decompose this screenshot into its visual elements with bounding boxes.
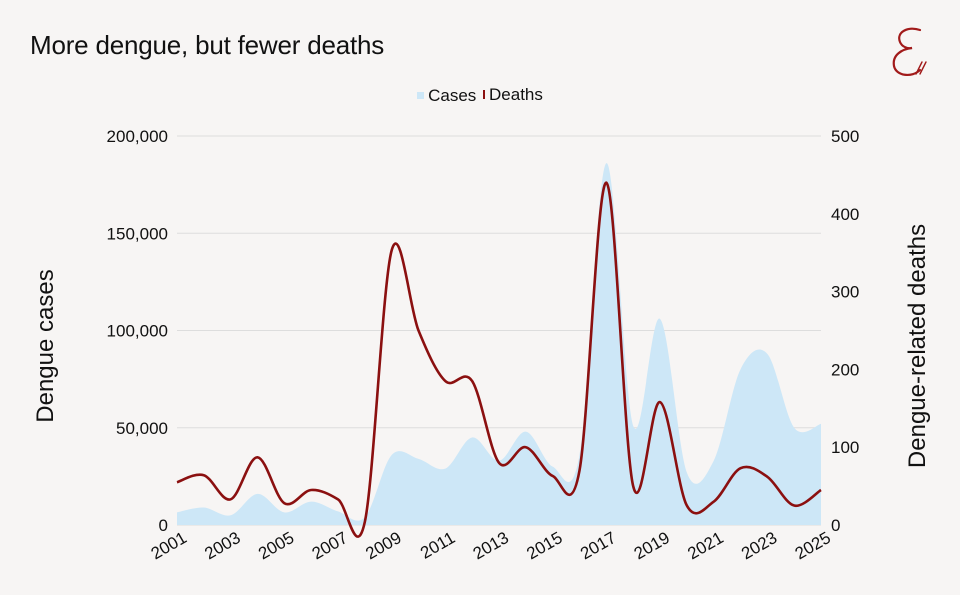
- right-axis-tick-label: 300: [831, 283, 859, 302]
- right-axis-tick-label: 0: [831, 516, 840, 535]
- legend-label-deaths: Deaths: [489, 84, 543, 104]
- left-axis-tick-label: 50,000: [116, 419, 168, 438]
- left-axis-ticks: 0 50,000 100,000 150,000 200,000: [107, 127, 168, 535]
- legend-item-deaths: Deaths: [483, 85, 543, 105]
- x-axis-tick-label: 2005: [255, 528, 297, 563]
- left-axis-title: Dengue cases: [32, 269, 59, 422]
- legend-swatch-cases: [417, 92, 425, 99]
- x-axis-tick-label: 2003: [201, 528, 243, 563]
- x-axis-tick-label: 2011: [417, 528, 458, 563]
- cases-area: [177, 163, 821, 525]
- right-axis-tick-label: 200: [831, 360, 859, 379]
- x-axis-tick-label: 2023: [738, 528, 780, 563]
- left-axis-tick-label: 100,000: [107, 322, 168, 341]
- legend-label-cases: Cases: [428, 85, 477, 105]
- right-axis-tick-label: 400: [831, 205, 859, 224]
- x-axis-tick-label: 2021: [684, 528, 726, 563]
- right-axis-title: Dengue-related deaths: [904, 224, 931, 468]
- left-axis-tick-label: 150,000: [107, 224, 168, 243]
- deaths-line: [176, 181, 822, 538]
- x-axis-tick-label: 2001: [148, 528, 190, 563]
- legend-item-cases: Cases: [417, 86, 476, 106]
- x-axis-ticks: 2001 2003 2005 2007 2009 2011 2013 2015 2017 2019…: [148, 528, 834, 563]
- x-axis-tick-label: 2017: [577, 528, 619, 563]
- chart-title: More dengue, but fewer deaths: [30, 30, 385, 60]
- x-axis-tick-label: 2013: [470, 528, 512, 563]
- x-axis-tick-label: 2019: [631, 528, 673, 563]
- legend-swatch-deaths: [483, 90, 486, 99]
- x-axis-tick-label: 2015: [523, 528, 565, 563]
- right-axis-ticks: 0 100 200 300 400 500: [831, 127, 859, 535]
- logo-icon: [892, 27, 927, 76]
- right-axis-tick-label: 500: [831, 127, 859, 146]
- right-axis-tick-label: 100: [831, 438, 859, 457]
- left-axis-tick-label: 200,000: [107, 127, 168, 146]
- chart-legend: Cases Deaths: [0, 84, 960, 106]
- x-axis-tick-label: 2009: [362, 528, 404, 563]
- x-axis-tick-label: 2025: [792, 528, 834, 563]
- x-axis-tick-label: 2007: [309, 528, 351, 563]
- left-axis-tick-label: 0: [159, 516, 168, 535]
